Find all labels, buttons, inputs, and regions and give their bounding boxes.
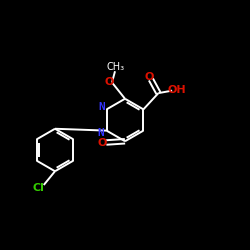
Text: Cl: Cl [32,183,44,193]
Text: OH: OH [168,85,186,95]
Text: N: N [98,128,104,138]
Text: CH₃: CH₃ [107,62,125,72]
Text: O: O [105,77,114,87]
Text: N: N [99,102,105,112]
Text: O: O [97,138,106,147]
Text: O: O [144,72,154,83]
